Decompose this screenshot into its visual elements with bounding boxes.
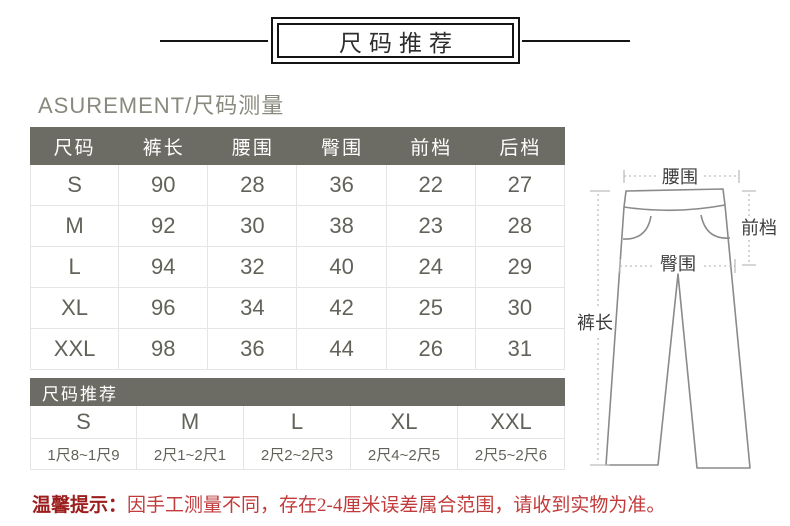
front-rise-measure-ticks [742, 190, 756, 266]
cell-value: 40 [297, 247, 387, 288]
front-rise-label: 前档 [741, 218, 777, 238]
cell-size: L [244, 406, 351, 439]
cell-value: 26 [386, 329, 476, 370]
cell-value: 25 [386, 288, 476, 329]
cell-size: M [137, 406, 244, 439]
cell-value: 38 [297, 206, 387, 247]
cell-size: M [30, 206, 120, 247]
cell-range: 2尺1~2尺1 [137, 439, 244, 470]
cell-range: 1尺8~1尺9 [30, 439, 137, 470]
waist-measure-ticks [623, 170, 740, 183]
measurement-section-heading: ASUREMENT/尺码测量 [38, 93, 285, 118]
table-row: XL 96 34 42 25 30 [30, 288, 565, 329]
hip-measure-ticks [619, 259, 736, 273]
notice-prefix: 温馨提示： [32, 495, 128, 516]
cell-value: 24 [386, 247, 476, 288]
pants-outline [605, 188, 751, 469]
cell-size: L [30, 247, 120, 288]
title-banner: 尺码推荐 [271, 17, 520, 64]
pants-right-pocket [700, 214, 731, 239]
measurement-table-header: 尺码 裤长 腰围 臀围 前档 后档 [30, 127, 565, 165]
table-row: XXL 98 36 44 26 31 [30, 329, 565, 370]
cell-value: 34 [208, 288, 298, 329]
cell-size: XL [351, 406, 458, 439]
cell-value: 32 [208, 247, 298, 288]
recommendation-table: 尺码推荐 S M L XL XXL 1尺8~1尺9 2尺1~2尺1 2尺2~2尺… [30, 378, 565, 470]
cell-value: 28 [475, 206, 565, 247]
cell-value: 30 [208, 206, 298, 247]
waist-label: 腰围 [662, 167, 698, 187]
cell-range: 2尺5~2尺6 [458, 439, 565, 470]
length-measure-ticks [590, 190, 610, 466]
col-header-front-rise: 前档 [410, 137, 453, 159]
table-row: L 94 32 40 24 29 [30, 247, 565, 288]
measurement-table: 尺码 裤长 腰围 臀围 前档 后档 S 90 28 36 22 27 M 92 … [30, 127, 565, 370]
cell-value: 29 [475, 247, 565, 288]
warm-notice: 温馨提示：因手工测量不同，存在2-4厘米误差属合范围，请收到实物为准。 [32, 490, 665, 517]
cell-value: 28 [208, 165, 298, 206]
col-header-waist: 腰围 [231, 137, 274, 159]
cell-size: S [30, 165, 120, 206]
cell-value: 90 [119, 165, 209, 206]
cell-value: 22 [386, 165, 476, 206]
cell-range: 2尺4~2尺5 [351, 439, 458, 470]
cell-size: XL [30, 288, 120, 329]
hip-label: 臀围 [660, 254, 696, 274]
recommendation-sizes-row: S M L XL XXL [30, 406, 565, 439]
cell-value: 36 [208, 329, 298, 370]
pants-measurement-diagram: 腰围 臀围 前档 裤长 [563, 138, 790, 483]
cell-value: 94 [119, 247, 209, 288]
cell-value: 96 [119, 288, 209, 329]
pants-waistband-seam [623, 204, 726, 211]
cell-value: 23 [386, 206, 476, 247]
col-header-hip: 臀围 [321, 137, 364, 159]
cell-value: 98 [119, 329, 209, 370]
col-header-size: 尺码 [53, 137, 96, 159]
banner-left-rule [160, 40, 268, 42]
cell-value: 44 [297, 329, 387, 370]
cell-value: 31 [475, 329, 565, 370]
recommendation-table-title: 尺码推荐 [30, 378, 565, 406]
length-label: 裤长 [577, 313, 613, 333]
col-header-back-rise: 后档 [499, 137, 542, 159]
cell-value: 92 [119, 206, 209, 247]
cell-value: 27 [475, 165, 565, 206]
table-row: M 92 30 38 23 28 [30, 206, 565, 247]
cell-size: XXL [30, 329, 120, 370]
notice-body: 因手工测量不同，存在2-4厘米误差属合范围，请收到实物为准。 [127, 495, 666, 516]
page-title: 尺码推荐 [277, 23, 514, 58]
recommendation-ranges-row: 1尺8~1尺9 2尺1~2尺1 2尺2~2尺3 2尺4~2尺5 2尺5~2尺6 [30, 439, 565, 470]
cell-value: 36 [297, 165, 387, 206]
pants-left-pocket [622, 215, 652, 240]
table-row: S 90 28 36 22 27 [30, 165, 565, 206]
cell-range: 2尺2~2尺3 [244, 439, 351, 470]
cell-value: 30 [475, 288, 565, 329]
cell-value: 42 [297, 288, 387, 329]
pants-drawing: 腰围 臀围 前档 裤长 [577, 167, 777, 469]
cell-size: S [30, 406, 137, 439]
col-header-pants-length: 裤长 [142, 137, 185, 159]
banner-right-rule [522, 40, 630, 42]
cell-size: XXL [458, 406, 565, 439]
